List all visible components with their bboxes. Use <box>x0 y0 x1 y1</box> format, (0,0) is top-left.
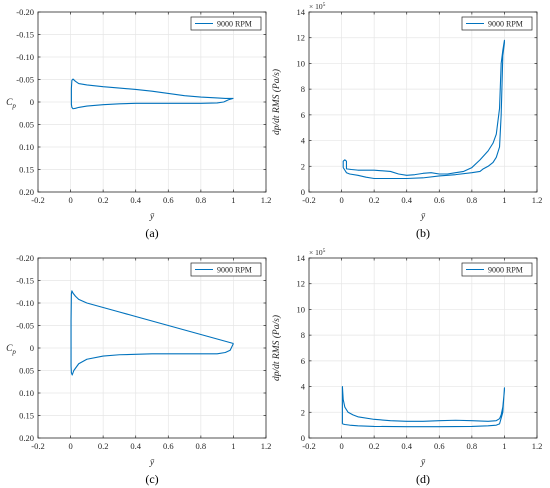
x-tick-label: 1.2 <box>532 441 543 451</box>
x-axis-label: ȳ <box>149 212 155 222</box>
x-tick-label: 0.6 <box>434 195 445 205</box>
y-tick-label: 0.05 <box>19 366 34 376</box>
x-tick-label: 0.8 <box>467 441 478 451</box>
x-tick-label: -0.2 <box>302 195 315 205</box>
y-tick-label: 0.20 <box>19 187 34 197</box>
y-tick-label: -0.05 <box>16 321 34 331</box>
x-tick-label: 0.6 <box>163 441 174 451</box>
y-tick-label: 2 <box>301 407 305 417</box>
y-tick-label: 14 <box>297 7 306 17</box>
axes-box <box>308 257 538 439</box>
x-tick-label: 0.2 <box>369 195 380 205</box>
x-tick-label: 0.4 <box>401 441 412 451</box>
y-tick-label: 2 <box>301 161 305 171</box>
y-tick-label: 10 <box>297 58 306 68</box>
y-tick-label: -0.15 <box>16 30 34 40</box>
legend-box <box>461 16 533 31</box>
series-line-9000-rpm <box>70 78 234 110</box>
x-tick-label: 0.4 <box>130 441 141 451</box>
x-tick-label: 0 <box>339 195 343 205</box>
x-axis-label: ȳ <box>149 458 155 468</box>
y-tick-label: 0.10 <box>19 388 34 398</box>
x-axis-label: ȳ <box>420 458 426 468</box>
y-tick-label: 0 <box>30 343 34 353</box>
panel-label: (a) <box>145 226 158 240</box>
chart-panel-1: -0.2 0 0.2 0.4 0.6 0.8 1 1.2-0.20-0.15-0.10-0.0… <box>6 7 271 240</box>
y-tick-label: 0.15 <box>19 165 34 175</box>
y-tick-label: 0.10 <box>19 142 34 152</box>
y-tick-label: 6 <box>301 110 305 120</box>
y-tick-label: 0 <box>301 433 305 443</box>
x-tick-label: -0.2 <box>31 441 44 451</box>
y-tick-label: 0.05 <box>19 120 34 130</box>
x-tick-label: 0.8 <box>467 195 478 205</box>
y-tick-label: 12 <box>297 279 306 289</box>
x-tick-label: -0.2 <box>302 441 315 451</box>
y-tick-label: 0 <box>301 187 305 197</box>
y-tick-label: 0.15 <box>19 411 34 421</box>
y-axis-label: dp/dt RMS (Pa/s) <box>271 315 282 381</box>
x-tick-label: 1.2 <box>532 195 543 205</box>
legend-label: 9000 RPM <box>488 20 523 29</box>
y-tick-label: -0.05 <box>16 75 34 85</box>
y-tick-label: 10 <box>297 304 306 314</box>
x-tick-label: 0.8 <box>196 195 207 205</box>
x-tick-label: 1.2 <box>261 195 272 205</box>
y-tick-label: -0.10 <box>16 52 34 62</box>
y-axis-label: dp/dt RMS (Pa/s) <box>271 69 282 135</box>
y-axis-label: Cp <box>6 344 16 356</box>
y-tick-label: 8 <box>301 84 305 94</box>
y-tick-label: 12 <box>297 33 306 43</box>
series-line-9000-rpm <box>341 386 505 428</box>
legend-label: 9000 RPM <box>217 266 252 275</box>
y-tick-label: -0.10 <box>16 298 34 308</box>
x-tick-label: 0 <box>68 195 72 205</box>
x-tick-label: 0.6 <box>163 195 174 205</box>
y-tick-label: 8 <box>301 330 305 340</box>
x-tick-label: 1 <box>231 441 235 451</box>
series-line-9000-rpm <box>342 39 505 180</box>
legend-box <box>190 262 262 277</box>
y-tick-label: 0 <box>30 97 34 107</box>
y-multiplier-label: × 105 <box>309 248 326 257</box>
y-multiplier-label: × 105 <box>309 2 326 11</box>
x-tick-label: 0.2 <box>98 195 109 205</box>
y-tick-label: 4 <box>301 382 306 392</box>
x-tick-label: 0 <box>68 441 72 451</box>
legend-label: 9000 RPM <box>217 20 252 29</box>
series-line-9000-rpm <box>70 290 234 376</box>
x-tick-label: 0.6 <box>434 441 445 451</box>
x-tick-label: 1 <box>502 441 506 451</box>
y-tick-label: 0.20 <box>19 433 34 443</box>
y-tick-label: 6 <box>301 356 305 366</box>
x-tick-label: 1.2 <box>261 441 272 451</box>
chart-panel-3: -0.2 0 0.2 0.4 0.6 0.8 1 1.2-0.20-0.15-0.10-0.0… <box>6 253 271 486</box>
y-tick-label: 14 <box>297 253 306 263</box>
y-tick-label: -0.20 <box>16 7 34 17</box>
axes-box <box>308 11 538 193</box>
legend-box <box>190 16 262 31</box>
x-tick-label: 0.8 <box>196 441 207 451</box>
y-tick-label: 4 <box>301 136 306 146</box>
x-tick-label: 0.4 <box>401 195 412 205</box>
x-tick-label: 1 <box>231 195 235 205</box>
x-tick-label: -0.2 <box>31 195 44 205</box>
x-tick-label: 0.2 <box>98 441 109 451</box>
legend-label: 9000 RPM <box>488 266 523 275</box>
y-axis-label: Cp <box>6 98 16 110</box>
panel-label: (c) <box>145 472 158 486</box>
panel-label: (b) <box>416 226 430 240</box>
x-axis-label: ȳ <box>420 212 426 222</box>
y-tick-label: -0.15 <box>16 276 34 286</box>
x-tick-label: 0.2 <box>369 441 380 451</box>
x-tick-label: 0 <box>339 441 343 451</box>
legend-box <box>461 262 533 277</box>
panel-label: (d) <box>416 472 430 486</box>
x-tick-label: 1 <box>502 195 506 205</box>
x-tick-label: 0.4 <box>130 195 141 205</box>
y-tick-label: -0.20 <box>16 253 34 263</box>
